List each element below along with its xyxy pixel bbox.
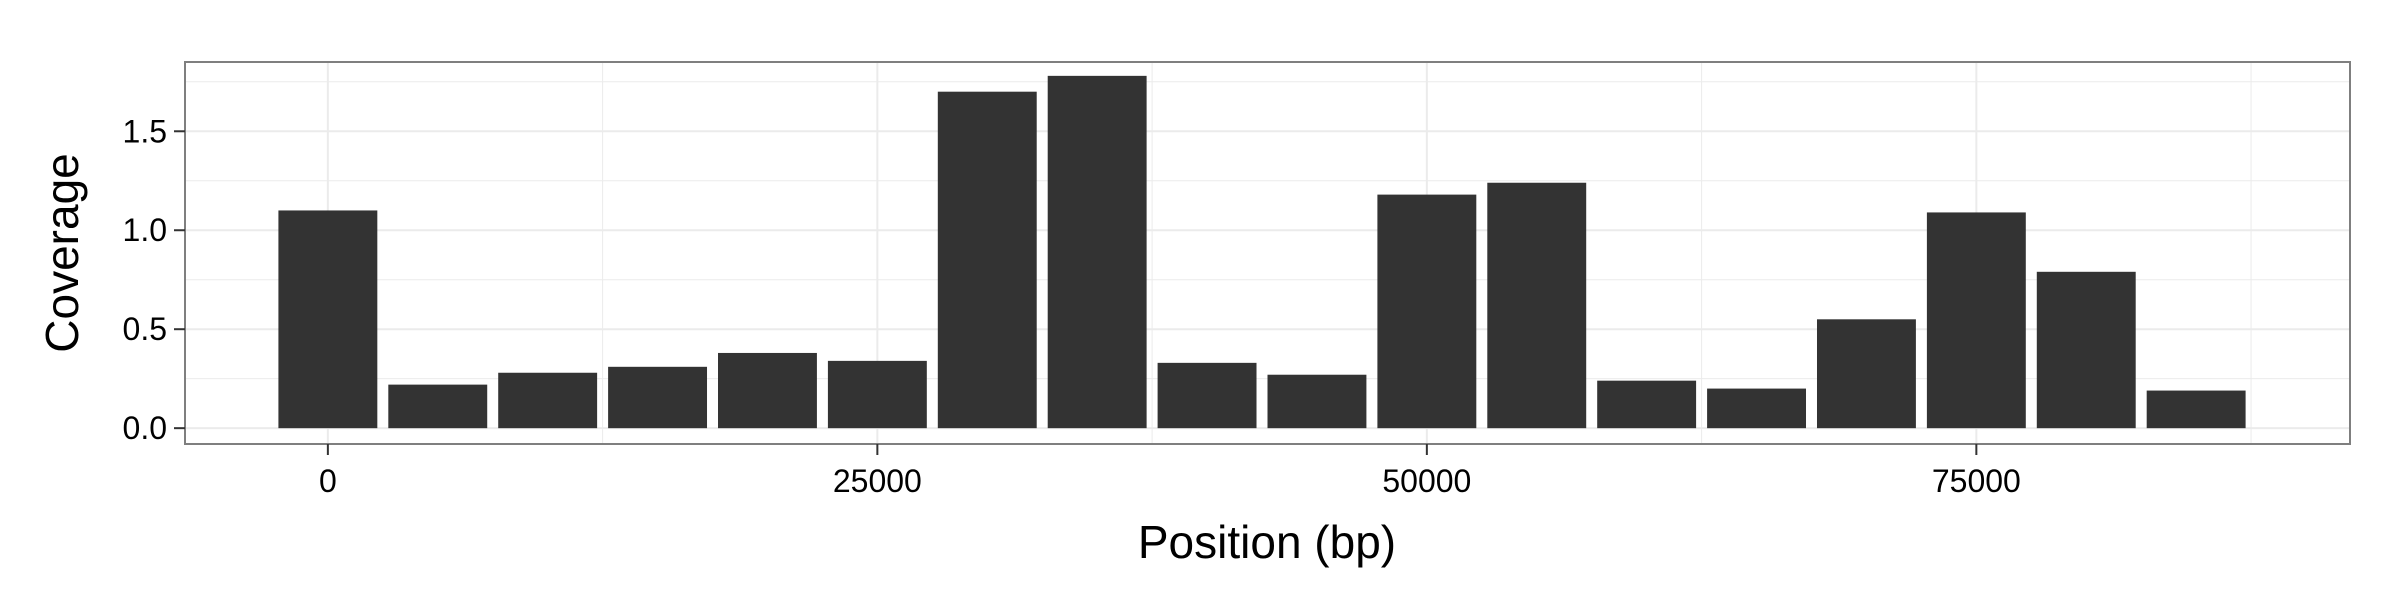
bar: [388, 384, 488, 429]
x-axis: 0 25000 50000 75000: [319, 444, 2021, 499]
x-tick-label: 25000: [833, 463, 922, 499]
bar: [2146, 390, 2246, 429]
bar: [2036, 271, 2136, 429]
bar: [1707, 388, 1807, 429]
y-tick-label: 0.5: [123, 311, 167, 347]
y-axis: 0.0 0.5 1.0 1.5: [123, 113, 185, 446]
x-tick-label: 50000: [1382, 463, 1471, 499]
bar: [1267, 374, 1367, 429]
x-tick-label: 75000: [1932, 463, 2021, 499]
bar: [827, 360, 927, 429]
x-tick-label: 0: [319, 463, 337, 499]
bar: [1926, 212, 2026, 429]
bar: [1597, 380, 1697, 429]
bar: [608, 366, 708, 429]
y-tick-label: 0.0: [123, 410, 167, 446]
y-tick-label: 1.0: [123, 212, 167, 248]
panel-border: [184, 61, 2351, 445]
bars: [278, 75, 2246, 429]
bar: [1487, 182, 1587, 429]
x-axis-title: Position (bp): [1138, 516, 1396, 568]
bar: [1816, 319, 1916, 429]
bar: [718, 352, 817, 429]
y-tick-label: 1.5: [123, 113, 167, 149]
bar: [1157, 362, 1257, 429]
bar: [1047, 75, 1147, 429]
bar: [937, 91, 1037, 429]
bar: [498, 372, 598, 429]
bar: [278, 210, 378, 429]
y-axis-title: Coverage: [36, 153, 88, 352]
bar: [1377, 194, 1477, 429]
